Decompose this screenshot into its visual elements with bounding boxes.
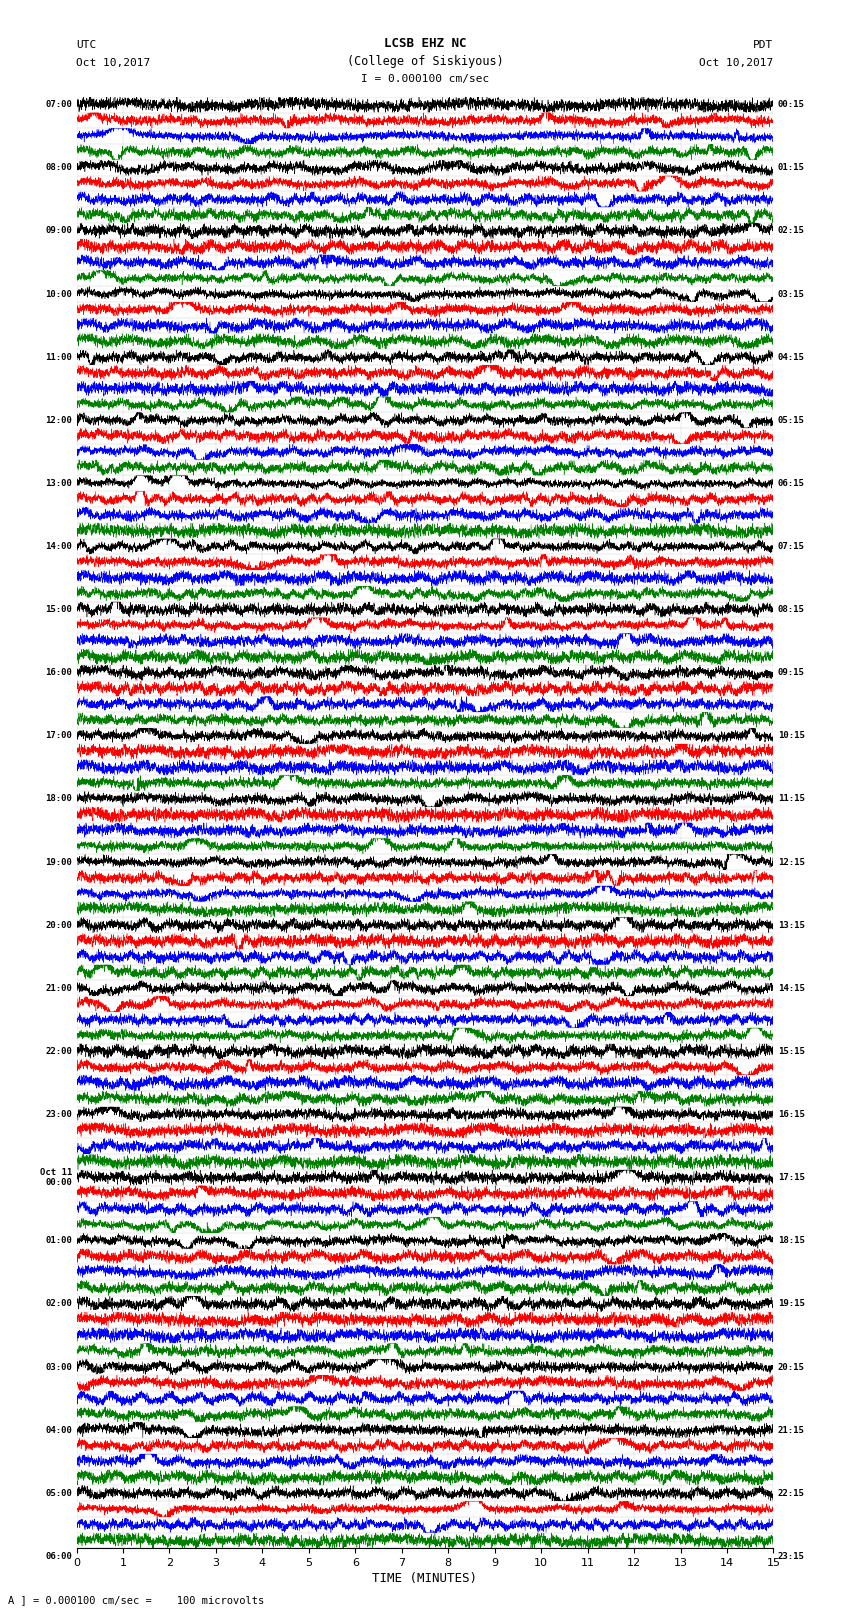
Text: Oct 10,2017: Oct 10,2017 bbox=[76, 58, 150, 68]
Text: 14:15: 14:15 bbox=[778, 984, 805, 994]
Text: 03:00: 03:00 bbox=[45, 1363, 72, 1371]
Text: 01:15: 01:15 bbox=[778, 163, 805, 173]
Text: 17:15: 17:15 bbox=[778, 1173, 805, 1182]
Text: 06:00: 06:00 bbox=[45, 1552, 72, 1561]
Text: 20:00: 20:00 bbox=[45, 921, 72, 929]
Text: 04:15: 04:15 bbox=[778, 353, 805, 361]
Text: 22:15: 22:15 bbox=[778, 1489, 805, 1498]
Text: 20:15: 20:15 bbox=[778, 1363, 805, 1371]
Text: Oct 11
00:00: Oct 11 00:00 bbox=[40, 1168, 72, 1187]
Text: 05:00: 05:00 bbox=[45, 1489, 72, 1498]
Text: 05:15: 05:15 bbox=[778, 416, 805, 424]
Text: A ] = 0.000100 cm/sec =    100 microvolts: A ] = 0.000100 cm/sec = 100 microvolts bbox=[8, 1595, 264, 1605]
Text: 21:00: 21:00 bbox=[45, 984, 72, 994]
Text: 00:15: 00:15 bbox=[778, 100, 805, 110]
Text: 01:00: 01:00 bbox=[45, 1236, 72, 1245]
Text: Oct 10,2017: Oct 10,2017 bbox=[700, 58, 774, 68]
Text: 13:00: 13:00 bbox=[45, 479, 72, 487]
Text: 09:15: 09:15 bbox=[778, 668, 805, 677]
Text: 15:00: 15:00 bbox=[45, 605, 72, 615]
Text: PDT: PDT bbox=[753, 40, 774, 50]
Text: 18:00: 18:00 bbox=[45, 795, 72, 803]
Text: 04:00: 04:00 bbox=[45, 1426, 72, 1434]
Text: 03:15: 03:15 bbox=[778, 289, 805, 298]
Text: 09:00: 09:00 bbox=[45, 226, 72, 235]
Text: 22:00: 22:00 bbox=[45, 1047, 72, 1057]
X-axis label: TIME (MINUTES): TIME (MINUTES) bbox=[372, 1573, 478, 1586]
Text: 21:15: 21:15 bbox=[778, 1426, 805, 1434]
Text: 10:00: 10:00 bbox=[45, 289, 72, 298]
Text: 12:15: 12:15 bbox=[778, 858, 805, 866]
Text: UTC: UTC bbox=[76, 40, 97, 50]
Text: 08:15: 08:15 bbox=[778, 605, 805, 615]
Text: LCSB EHZ NC: LCSB EHZ NC bbox=[383, 37, 467, 50]
Text: 07:15: 07:15 bbox=[778, 542, 805, 552]
Text: 16:00: 16:00 bbox=[45, 668, 72, 677]
Text: 19:15: 19:15 bbox=[778, 1300, 805, 1308]
Text: 07:00: 07:00 bbox=[45, 100, 72, 110]
Text: 18:15: 18:15 bbox=[778, 1236, 805, 1245]
Text: 11:00: 11:00 bbox=[45, 353, 72, 361]
Text: 23:15: 23:15 bbox=[778, 1552, 805, 1561]
Text: 06:15: 06:15 bbox=[778, 479, 805, 487]
Text: 15:15: 15:15 bbox=[778, 1047, 805, 1057]
Text: 17:00: 17:00 bbox=[45, 731, 72, 740]
Text: 14:00: 14:00 bbox=[45, 542, 72, 552]
Text: 23:00: 23:00 bbox=[45, 1110, 72, 1119]
Text: 11:15: 11:15 bbox=[778, 795, 805, 803]
Text: (College of Siskiyous): (College of Siskiyous) bbox=[347, 55, 503, 68]
Text: 13:15: 13:15 bbox=[778, 921, 805, 929]
Text: 12:00: 12:00 bbox=[45, 416, 72, 424]
Text: I = 0.000100 cm/sec: I = 0.000100 cm/sec bbox=[361, 74, 489, 84]
Text: 19:00: 19:00 bbox=[45, 858, 72, 866]
Text: 08:00: 08:00 bbox=[45, 163, 72, 173]
Text: 10:15: 10:15 bbox=[778, 731, 805, 740]
Text: 02:15: 02:15 bbox=[778, 226, 805, 235]
Text: 02:00: 02:00 bbox=[45, 1300, 72, 1308]
Text: 16:15: 16:15 bbox=[778, 1110, 805, 1119]
